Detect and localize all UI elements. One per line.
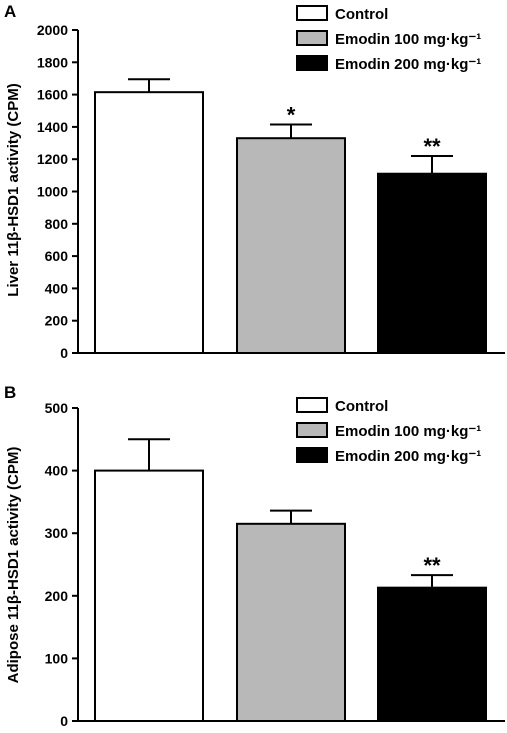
panel-b-significance-marks: ** [423, 553, 441, 578]
panel-b-y-tick-label-2: 200 [45, 588, 69, 604]
panel-a-y-tick-label-6: 1200 [37, 151, 68, 167]
panel-a-legend-swatch-0 [296, 5, 328, 21]
panel-a-error-bar-1 [270, 123, 312, 139]
panel-b-bar-1 [236, 522, 346, 722]
panel-a-axes [77, 30, 505, 354]
panel-a-significance-2: ** [423, 134, 441, 159]
panel-a-error-bar-2 [411, 154, 453, 174]
panel-a-y-tick-label-9: 1800 [37, 54, 68, 70]
panel-a-legend-label-1: Emodin 100 mg·kg⁻¹ [335, 31, 481, 48]
panel-b-y-tick-label-3: 300 [45, 525, 69, 541]
panel-b-error-bar-0 [128, 438, 170, 471]
panel-b-bar-2 [377, 586, 487, 722]
panel-b-legend: Control Emodin 100 mg·kg⁻¹ Emodin 200 mg·k… [296, 397, 481, 465]
panel-b: B Adipose 11β-HSD1 activity (CPM) 0 100 20… [4, 383, 505, 729]
panel-b-error-bar-2 [411, 574, 453, 588]
panel-a-legend-swatch-1 [296, 30, 328, 46]
panel-a-significance-marks: *** [287, 102, 441, 158]
panel-a-bar-2 [377, 172, 487, 354]
panel-a-y-tick-label-8: 1600 [37, 87, 68, 103]
panel-b-legend-label-0: Control [335, 398, 388, 415]
panel-a-significance-1: * [287, 102, 296, 127]
panel-a-bars [94, 91, 487, 355]
panel-b-label: B [4, 383, 16, 402]
panel-a-error-bars [128, 78, 453, 174]
panel-a-error-bar-0 [128, 78, 170, 93]
panel-a-y-tick-label-5: 1000 [37, 184, 68, 200]
panel-a-y-tick-label-0: 0 [60, 345, 68, 361]
panel-a: A Liver 11β-HSD1 activity (CPM) 0 200 400 6… [4, 2, 505, 361]
panel-b-y-axis-label: Adipose 11β-HSD1 activity (CPM) [5, 447, 22, 684]
panel-b-y-tick-label-0: 0 [60, 713, 68, 729]
panel-a-legend-swatch-2 [296, 55, 328, 71]
panel-a-y-tick-label-4: 800 [45, 216, 69, 232]
panel-b-legend-swatch-2 [296, 447, 328, 463]
panel-a-legend-label-0: Control [335, 6, 388, 23]
panel-b-legend-swatch-1 [296, 422, 328, 438]
panel-a-y-tick-label-2: 400 [45, 280, 69, 296]
panel-b-y-tick-label-5: 500 [45, 400, 69, 416]
panel-a-legend: Control Emodin 100 mg·kg⁻¹ Emodin 200 mg·k… [296, 5, 481, 73]
panel-a-y-tick-label-10: 2000 [37, 22, 68, 38]
panel-b-y-tick-label-4: 400 [45, 463, 69, 479]
panel-a-legend-label-2: Emodin 200 mg·kg⁻¹ [335, 56, 481, 73]
panel-a-bar-0 [94, 91, 204, 355]
panel-b-error-bars [128, 438, 453, 588]
panel-b-significance-2: ** [423, 553, 441, 578]
panel-b-legend-swatch-0 [296, 397, 328, 413]
panel-b-legend-label-1: Emodin 100 mg·kg⁻¹ [335, 423, 481, 440]
panel-b-bar-0 [94, 469, 204, 722]
panel-b-legend-label-2: Emodin 200 mg·kg⁻¹ [335, 448, 481, 465]
panel-a-y-tick-label-1: 200 [45, 313, 69, 329]
panel-a-y-ticks: 0 200 400 600 800 1000 1200 1400 1600 1800 2000 [37, 22, 78, 361]
panel-a-bar-1 [236, 137, 346, 354]
panel-b-y-ticks: 0 100 200 300 400 500 [45, 400, 78, 729]
panel-a-y-axis-label: Liver 11β-HSD1 activity (CPM) [5, 83, 22, 296]
panel-a-y-tick-label-3: 600 [45, 248, 69, 264]
panel-b-axes [77, 408, 505, 722]
panel-a-label: A [4, 2, 16, 21]
panel-b-bars [94, 469, 487, 722]
panel-a-y-tick-label-7: 1400 [37, 119, 68, 135]
panel-b-y-tick-label-1: 100 [45, 650, 69, 666]
panel-b-error-bar-1 [270, 509, 312, 524]
